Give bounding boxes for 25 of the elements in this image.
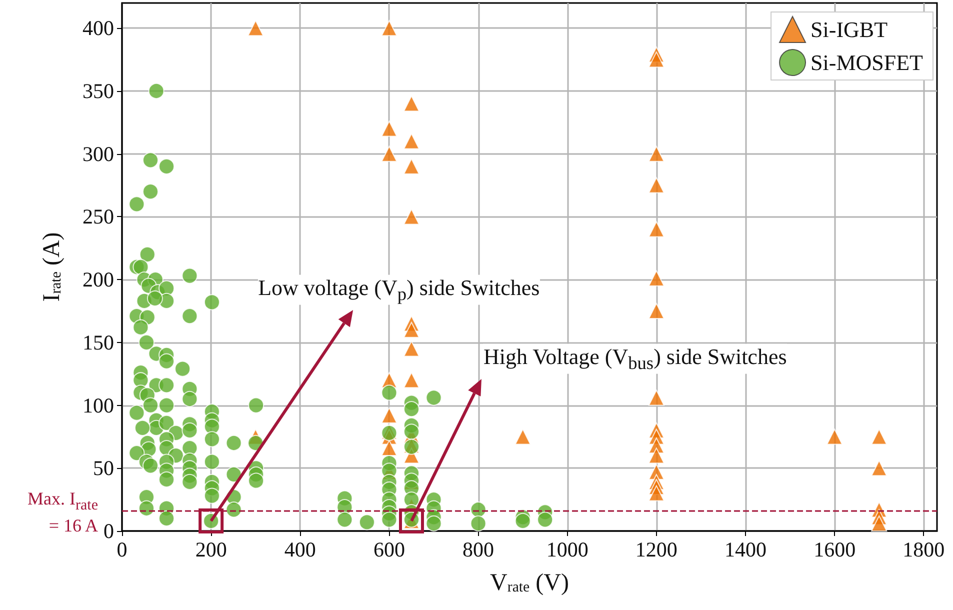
y-tick-label: 150	[82, 330, 114, 354]
y-tick-label: 300	[82, 142, 114, 166]
x-tick-label: 1000	[546, 538, 588, 562]
y-tick-label: 200	[82, 268, 114, 292]
x-tick-label: 1400	[724, 538, 766, 562]
y-axis-title: Irate (A)	[39, 232, 65, 302]
x-tick-label: 400	[284, 538, 316, 562]
x-tick-label: 800	[462, 538, 494, 562]
y-tick-label: 350	[82, 79, 114, 103]
y-tick-label: 0	[104, 519, 114, 543]
x-tick-label: 600	[373, 538, 405, 562]
legend-label: Si-IGBT	[810, 17, 888, 42]
ref-line-label: Max. I$_{rate}$ = 16 A	[28, 488, 98, 538]
x-axis-title: Vrate (V)	[490, 570, 569, 596]
x-tick-label: 1800	[902, 538, 945, 562]
x-tick-label: 1600	[814, 538, 856, 562]
x-tick-label: 1200	[635, 538, 678, 562]
y-tick-label: 250	[82, 204, 114, 229]
x-tick-label: 200	[195, 538, 227, 562]
legend-label: Si-MOSFET	[810, 50, 924, 75]
y-tick-label: 50	[93, 456, 114, 480]
y-tick-label: 400	[82, 16, 114, 40]
annotation: High Voltage (V$_{bus}$) side Switches	[483, 344, 787, 374]
y-tick-label: 100	[82, 393, 114, 418]
annotation: Low voltage (V$_{p}$) side Switches	[258, 274, 540, 306]
